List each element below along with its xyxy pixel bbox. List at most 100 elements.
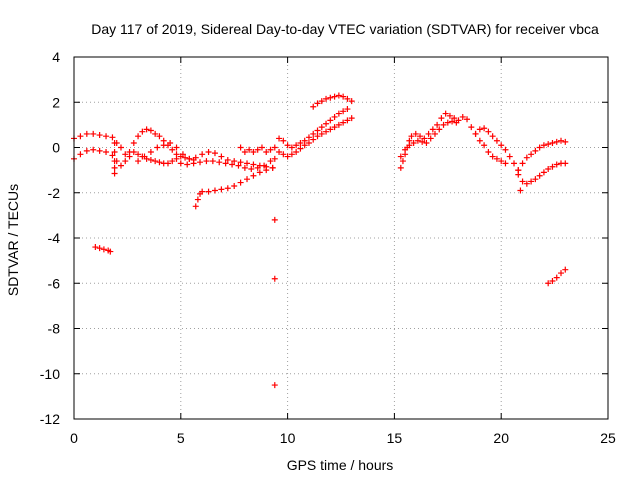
data-point bbox=[489, 133, 496, 140]
data-point bbox=[269, 164, 276, 171]
data-point bbox=[237, 179, 244, 186]
data-point bbox=[323, 128, 330, 135]
data-point bbox=[453, 119, 460, 126]
data-point bbox=[276, 149, 283, 156]
data-point bbox=[297, 145, 304, 152]
data-point bbox=[412, 130, 419, 137]
data-point bbox=[340, 108, 347, 115]
data-point bbox=[331, 124, 338, 131]
data-point bbox=[100, 246, 107, 253]
data-point bbox=[194, 196, 201, 203]
data-point bbox=[276, 135, 283, 142]
data-point bbox=[314, 133, 321, 140]
data-point bbox=[493, 155, 500, 162]
data-point bbox=[250, 161, 257, 168]
data-point bbox=[147, 149, 154, 156]
x-tick-label: 20 bbox=[493, 430, 509, 446]
data-point bbox=[147, 127, 154, 134]
data-point bbox=[271, 382, 278, 389]
data-point bbox=[190, 160, 197, 167]
data-point bbox=[203, 158, 210, 165]
y-tick-label: -12 bbox=[40, 411, 60, 427]
y-tick-label: -8 bbox=[48, 321, 61, 337]
data-point bbox=[293, 149, 300, 156]
data-point bbox=[263, 149, 270, 156]
data-point bbox=[335, 110, 342, 117]
data-point bbox=[438, 115, 445, 122]
data-point bbox=[117, 144, 124, 151]
y-tick-label: 2 bbox=[52, 94, 60, 110]
data-point bbox=[267, 146, 274, 153]
data-point bbox=[96, 147, 103, 154]
data-point bbox=[523, 180, 530, 187]
data-point bbox=[209, 158, 216, 165]
data-point bbox=[489, 153, 496, 160]
data-point bbox=[263, 167, 270, 174]
data-point bbox=[271, 155, 278, 162]
data-point bbox=[511, 160, 518, 167]
data-point bbox=[130, 139, 137, 146]
data-point bbox=[103, 133, 110, 140]
data-point bbox=[147, 156, 154, 163]
series-arc-late-isolated bbox=[517, 187, 524, 194]
data-point bbox=[517, 187, 524, 194]
data-point bbox=[545, 165, 552, 172]
data-point bbox=[177, 160, 184, 167]
data-point bbox=[248, 165, 255, 172]
data-point bbox=[280, 137, 287, 144]
data-point bbox=[254, 146, 261, 153]
data-point bbox=[310, 103, 317, 110]
data-point bbox=[293, 142, 300, 149]
data-point bbox=[327, 117, 334, 124]
series-arc-low-morning bbox=[192, 164, 276, 210]
data-point bbox=[549, 139, 556, 146]
data-point bbox=[493, 137, 500, 144]
data-point bbox=[414, 137, 421, 144]
data-point bbox=[246, 146, 253, 153]
data-point bbox=[152, 130, 159, 137]
data-point bbox=[440, 121, 447, 128]
x-tick-label: 10 bbox=[280, 430, 296, 446]
y-tick-label: -2 bbox=[48, 185, 61, 201]
data-point bbox=[344, 106, 351, 113]
data-point bbox=[241, 149, 248, 156]
data-point bbox=[241, 164, 248, 171]
data-point bbox=[258, 144, 265, 151]
data-point bbox=[271, 275, 278, 282]
series-arc-upper-morning bbox=[237, 144, 278, 156]
data-point bbox=[318, 124, 325, 131]
data-point bbox=[237, 159, 244, 166]
series-arc-late-d bbox=[515, 137, 569, 174]
data-point bbox=[111, 158, 118, 165]
x-axis-label: GPS time / hours bbox=[287, 457, 394, 473]
data-point bbox=[536, 144, 543, 151]
data-point bbox=[536, 172, 543, 179]
data-point bbox=[224, 185, 231, 192]
data-point bbox=[545, 141, 552, 148]
data-point bbox=[562, 160, 569, 167]
data-point bbox=[498, 142, 505, 149]
data-point bbox=[451, 115, 458, 122]
data-point bbox=[141, 153, 148, 160]
data-point bbox=[154, 144, 161, 151]
data-point bbox=[549, 163, 556, 170]
data-point bbox=[77, 151, 84, 158]
data-point bbox=[502, 146, 509, 153]
y-tick-label: -10 bbox=[40, 366, 60, 382]
data-point bbox=[540, 142, 547, 149]
data-point bbox=[423, 139, 430, 146]
data-point bbox=[218, 186, 225, 193]
data-point bbox=[288, 144, 295, 151]
data-point bbox=[562, 138, 569, 145]
data-point bbox=[250, 172, 257, 179]
data-point bbox=[425, 130, 432, 137]
data-point bbox=[408, 133, 415, 140]
data-point bbox=[481, 142, 488, 149]
data-point bbox=[135, 151, 142, 158]
data-point bbox=[111, 139, 118, 146]
data-point bbox=[111, 164, 118, 171]
data-point bbox=[545, 280, 552, 287]
data-point bbox=[397, 164, 404, 171]
y-tick-label: -6 bbox=[48, 275, 61, 291]
